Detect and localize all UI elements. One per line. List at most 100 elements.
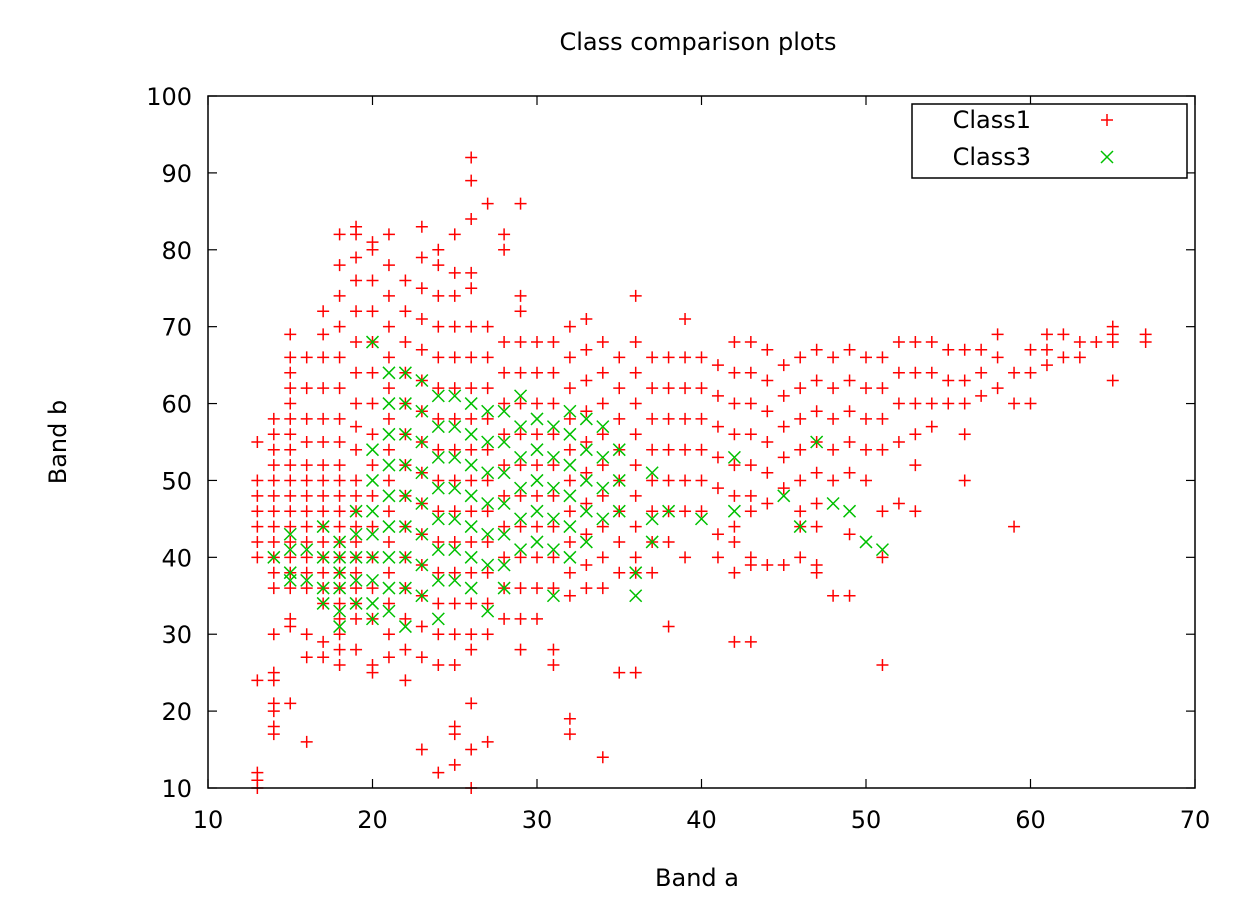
- data-point-class1: [794, 351, 807, 364]
- data-point-class1: [350, 274, 363, 287]
- data-point-class1: [563, 505, 576, 518]
- data-point-class3: [612, 504, 626, 518]
- data-point-class1: [942, 397, 955, 410]
- data-point-class1: [991, 351, 1004, 364]
- data-point-class1: [629, 336, 642, 349]
- data-point-class1: [860, 443, 872, 456]
- data-point-class1: [333, 412, 346, 425]
- data-point-class1: [596, 336, 609, 349]
- data-point-class3: [563, 427, 577, 441]
- data-point-class3: [415, 558, 429, 572]
- data-point-class1: [317, 566, 330, 579]
- data-point-class1: [432, 766, 445, 779]
- data-point-class1: [399, 612, 412, 625]
- data-point-class1: [498, 228, 511, 241]
- data-point-class3: [382, 581, 396, 595]
- data-point-class1: [613, 566, 626, 579]
- data-point-class1: [333, 597, 346, 610]
- data-point-class3: [694, 512, 709, 526]
- data-point-class1: [382, 320, 395, 333]
- data-point-class1: [382, 382, 395, 395]
- data-point-class1: [761, 559, 774, 572]
- data-point-class1: [777, 420, 790, 433]
- legend-label-class1: Class1: [953, 106, 1031, 134]
- data-point-class1: [646, 382, 659, 395]
- data-point-class1: [613, 535, 626, 548]
- data-point-class1: [547, 428, 560, 441]
- data-point-class1: [695, 505, 708, 518]
- data-point-class1: [465, 151, 478, 164]
- data-point-class3: [514, 481, 528, 495]
- data-point-class1: [827, 351, 840, 364]
- data-point-class3: [431, 573, 445, 587]
- x-tick-label: 30: [522, 806, 553, 834]
- data-point-class1: [843, 405, 856, 418]
- x-tick-label: 20: [357, 806, 388, 834]
- data-point-class1: [300, 566, 313, 579]
- data-point-class1: [481, 412, 494, 425]
- data-point-class1: [399, 643, 412, 656]
- data-point-class1: [333, 320, 346, 333]
- data-point-class1: [596, 366, 609, 379]
- data-point-class1: [711, 528, 724, 541]
- data-point-class1: [843, 589, 856, 602]
- data-point-class1: [531, 582, 543, 595]
- data-point-class1: [300, 551, 313, 564]
- data-point-class1: [1106, 336, 1119, 349]
- data-point-class1: [991, 382, 1004, 395]
- data-point-class1: [679, 312, 692, 325]
- y-tick-label: 100: [146, 83, 192, 111]
- data-point-class3: [497, 527, 511, 541]
- data-point-class3: [382, 397, 396, 411]
- data-point-class3: [398, 458, 412, 472]
- data-point-class1: [711, 551, 724, 564]
- data-point-class1: [514, 489, 527, 502]
- data-point-class3: [629, 589, 643, 603]
- data-point-class1: [415, 343, 428, 356]
- data-point-class1: [317, 651, 330, 664]
- data-point-class1: [251, 520, 264, 533]
- data-point-class1: [909, 397, 922, 410]
- data-point-class1: [744, 336, 757, 349]
- data-point-class1: [481, 566, 494, 579]
- data-point-class3: [497, 466, 511, 480]
- data-point-class1: [465, 697, 478, 710]
- data-point-class1: [284, 382, 297, 395]
- data-point-class1: [531, 336, 543, 349]
- data-point-class1: [794, 382, 807, 395]
- data-point-class3: [546, 481, 560, 495]
- data-point-class3: [415, 404, 429, 418]
- data-point-class1: [531, 612, 543, 625]
- data-point-class1: [251, 505, 264, 518]
- data-point-class1: [1024, 366, 1037, 379]
- data-point-class1: [662, 412, 675, 425]
- y-tick-label: 70: [161, 314, 192, 342]
- data-point-class1: [876, 443, 889, 456]
- data-point-class3: [579, 443, 593, 457]
- data-point-class1: [761, 405, 774, 418]
- data-point-class3: [481, 466, 495, 480]
- data-point-class1: [695, 443, 708, 456]
- data-point-class3: [382, 604, 396, 618]
- data-point-class1: [728, 635, 741, 648]
- data-point-class1: [284, 474, 297, 487]
- data-point-class1: [563, 728, 576, 741]
- data-point-class1: [448, 566, 461, 579]
- x-axis-title: Band a: [655, 864, 739, 892]
- data-point-class3: [431, 481, 445, 495]
- data-point-class1: [448, 320, 461, 333]
- data-point-class1: [300, 505, 313, 518]
- data-point-class1: [498, 366, 511, 379]
- data-point-class1: [744, 505, 757, 518]
- data-point-class1: [728, 397, 741, 410]
- data-point-class3: [431, 512, 445, 526]
- data-point-class1: [728, 566, 741, 579]
- x-tick-label: 60: [1015, 806, 1046, 834]
- data-point-class1: [827, 412, 840, 425]
- data-point-class1: [465, 213, 478, 226]
- data-point-class1: [350, 582, 363, 595]
- data-point-class1: [629, 428, 642, 441]
- data-point-class1: [382, 628, 395, 641]
- data-point-class1: [317, 412, 330, 425]
- data-point-class1: [876, 382, 889, 395]
